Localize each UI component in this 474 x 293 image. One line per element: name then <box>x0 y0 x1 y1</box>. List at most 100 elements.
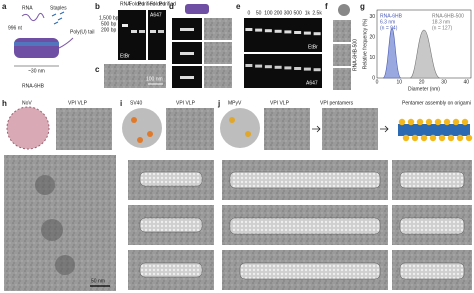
y-tick-label: 0 <box>372 75 375 81</box>
y-tick-label: 20 <box>369 35 375 41</box>
pentamer <box>461 118 469 126</box>
title: VPI VLP <box>68 100 88 106</box>
x-tick-label: 40 <box>464 79 470 85</box>
band <box>294 31 302 34</box>
scale-label: 50 nm <box>91 278 105 284</box>
panel-b: b RNA Folded Purified Folded Purified 1,… <box>95 1 176 60</box>
lane-label: 2.5k <box>312 10 322 16</box>
stain: A647 <box>306 80 318 86</box>
pentamer <box>137 137 143 143</box>
label: 996 nt <box>8 25 23 31</box>
panel-label: b <box>95 2 100 11</box>
origami-icon <box>185 4 209 14</box>
staples <box>51 11 65 25</box>
label: RNA-6HB <box>22 83 45 89</box>
legend: (n = 94) <box>380 25 398 31</box>
band <box>284 30 292 34</box>
lane-label: 0 <box>247 10 250 16</box>
pentamer <box>229 117 235 123</box>
y-tick-label: 10 <box>369 55 375 61</box>
panel-label: j <box>217 99 220 108</box>
lane-label: 50 <box>256 10 262 16</box>
scale-label: 100 nm <box>146 76 163 82</box>
lane-label: 200 <box>274 10 283 16</box>
pentamer <box>425 118 433 126</box>
lane-label: 100 <box>264 10 273 16</box>
pentamer <box>429 134 437 142</box>
lane-label: Purified <box>159 1 176 7</box>
band <box>264 65 272 69</box>
pentamer <box>147 131 153 137</box>
decorated-origami <box>239 262 381 280</box>
x-tick-label: 0 <box>376 79 379 85</box>
band <box>245 64 253 67</box>
micrograph <box>264 108 310 150</box>
gel <box>244 18 322 52</box>
x-tick-label: 30 <box>441 79 447 85</box>
micrograph <box>56 108 112 150</box>
panel-e: e 0 50 100 200 300 500 1k 2.5k EtBr A647 <box>236 2 322 88</box>
decorated-origami <box>229 171 381 189</box>
capsid-texture <box>6 106 50 150</box>
band <box>294 67 302 70</box>
micrograph <box>204 42 232 64</box>
band <box>303 31 311 35</box>
legend: RNA-6HB <box>380 13 403 19</box>
capsid-icon <box>338 4 350 16</box>
label: Staples <box>50 5 67 11</box>
band <box>274 65 282 69</box>
origami-stripe <box>14 42 59 46</box>
title: MPyV <box>228 100 242 106</box>
gel <box>148 10 166 60</box>
pentamer <box>434 118 442 126</box>
origami-model <box>398 124 470 136</box>
micrograph <box>333 20 351 42</box>
gel <box>244 54 322 88</box>
marker: 500 bp <box>101 21 117 27</box>
rod <box>180 76 194 79</box>
arrow <box>380 125 389 133</box>
band <box>158 30 164 33</box>
arrow <box>312 125 321 133</box>
title: SV40 <box>130 100 142 106</box>
marker: 200 bp <box>101 27 117 33</box>
gel <box>118 10 146 60</box>
band <box>264 29 272 33</box>
pentamer <box>402 134 410 142</box>
band <box>255 64 263 68</box>
pentamer <box>407 118 415 126</box>
pentamer <box>398 118 406 126</box>
panel-i: i SV40 VPI VLP <box>120 99 214 290</box>
tail <box>58 37 74 49</box>
panel-label: c <box>95 65 100 74</box>
pentamer <box>131 117 137 123</box>
pentamer <box>411 134 419 142</box>
pentamer <box>447 134 455 142</box>
stain: EtBr <box>308 44 318 50</box>
band <box>255 28 263 32</box>
micrograph <box>166 108 214 150</box>
lane-label: RNA <box>120 1 131 7</box>
marker: 1,500 bp <box>99 15 119 21</box>
pentamer <box>465 134 473 142</box>
panel-d: d <box>169 2 232 88</box>
stain: EtBr <box>120 53 130 59</box>
pentamer <box>438 134 446 142</box>
lane-label: Folded <box>129 1 145 7</box>
legend: 18.3 nm <box>432 19 450 25</box>
title: VPI pentamers <box>320 100 354 106</box>
legend: 6.3 nm <box>380 19 395 25</box>
lane-label: Purified <box>138 1 155 7</box>
decorated-origami <box>399 171 465 189</box>
label: RNA <box>22 5 33 11</box>
lane-label: 500 <box>293 10 302 16</box>
band <box>274 29 282 33</box>
band <box>122 24 128 27</box>
decorated-origami <box>229 217 381 235</box>
pentamer <box>452 118 460 126</box>
panel-label: f <box>325 2 328 11</box>
origami <box>14 38 59 58</box>
lane-label: 300 <box>284 10 293 16</box>
panel-c: c 100 nm <box>95 64 166 88</box>
